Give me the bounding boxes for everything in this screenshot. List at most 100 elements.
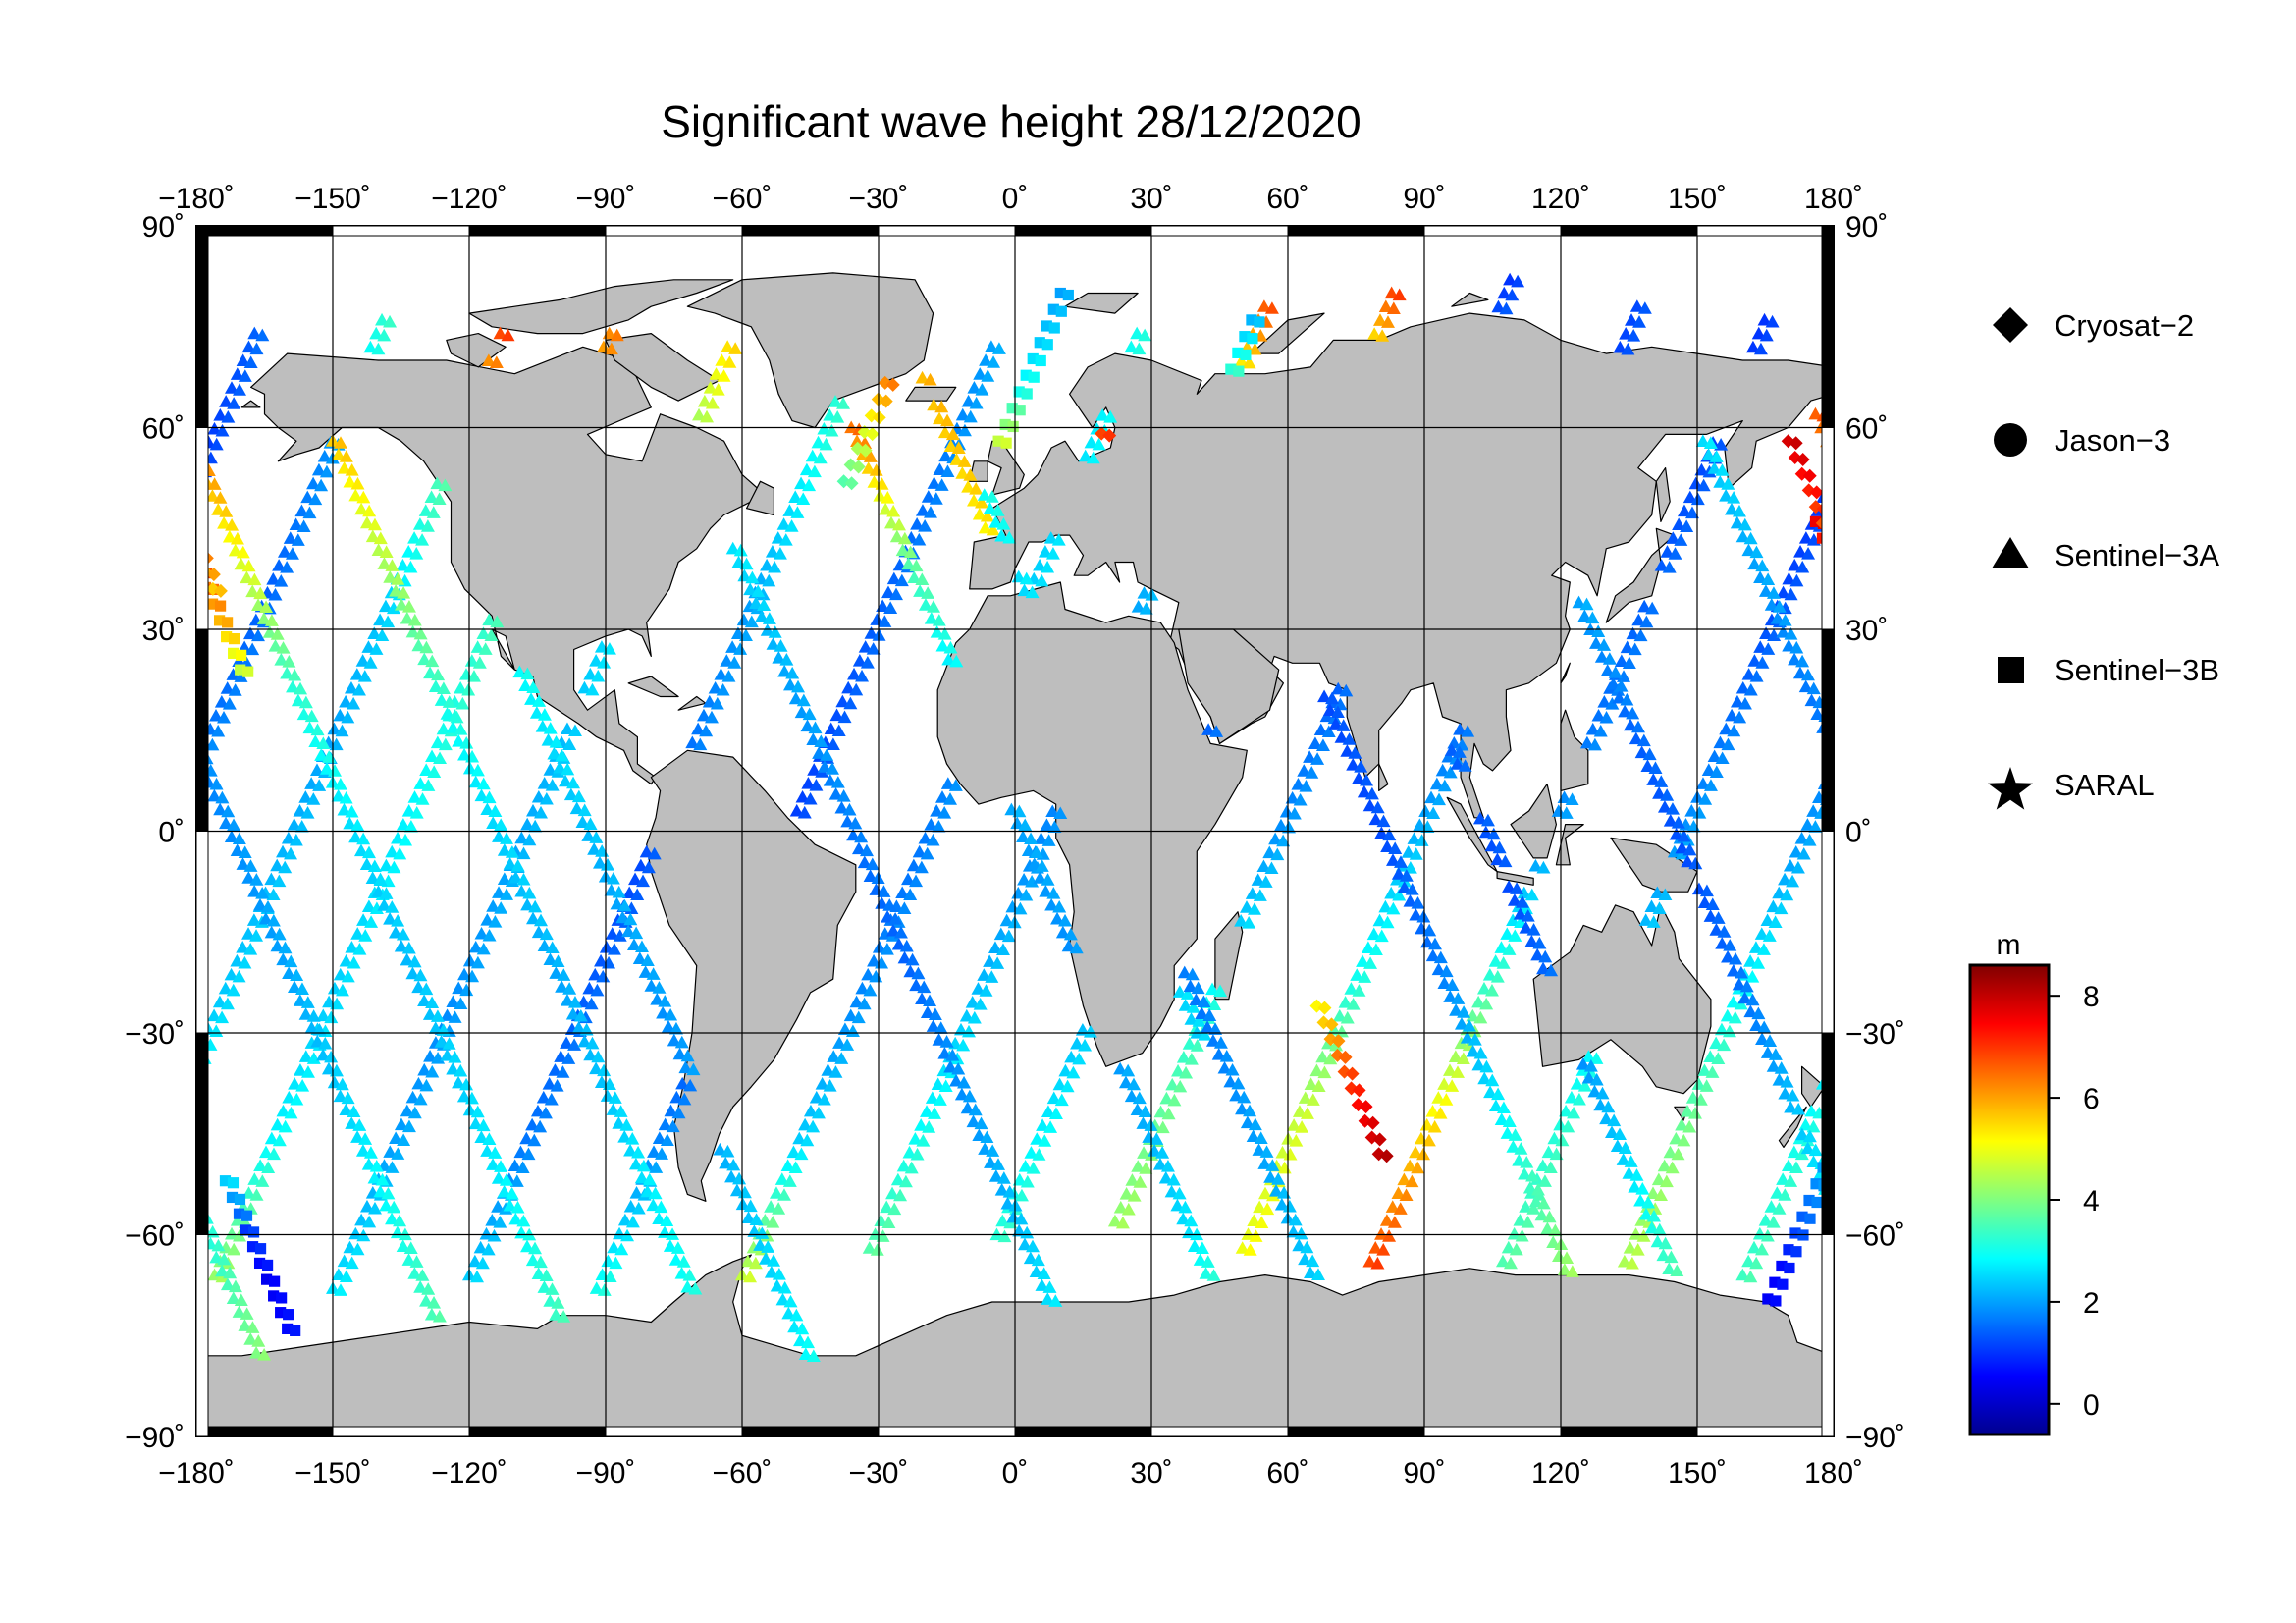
land-arabia-fill xyxy=(1178,628,1280,745)
track-point xyxy=(1570,1077,1584,1090)
track-point xyxy=(566,776,581,789)
track-point xyxy=(270,858,285,872)
track-point xyxy=(1613,340,1628,353)
track-point xyxy=(617,1130,632,1143)
track-point xyxy=(1308,736,1322,749)
track-point xyxy=(249,929,264,942)
track-point xyxy=(510,859,525,872)
track-point xyxy=(1449,751,1464,765)
track-point xyxy=(774,1172,789,1185)
latitude-label: −60˚ xyxy=(125,1220,185,1253)
track-point xyxy=(1739,979,1754,993)
track-point xyxy=(1715,937,1730,949)
track-point xyxy=(1425,1105,1440,1117)
track-point xyxy=(937,425,952,439)
latitude-labels-right: 90˚60˚30˚0˚−30˚−60˚−90˚ xyxy=(1845,211,1905,1454)
track-point xyxy=(1352,771,1366,784)
track-point xyxy=(1692,806,1707,819)
track-point xyxy=(232,969,246,983)
track-point xyxy=(1753,342,1768,355)
track-point xyxy=(915,992,930,1005)
legend-label-sentinel-3b: Sentinel−3B xyxy=(2055,653,2219,687)
legend-item-sentinel-3b: Sentinel−3B xyxy=(1998,653,2219,687)
track-point xyxy=(1701,763,1716,776)
track-point xyxy=(243,355,258,368)
track-point xyxy=(537,939,552,952)
track-point xyxy=(1038,1134,1052,1147)
track-point xyxy=(1800,1141,1815,1155)
track-point xyxy=(1690,492,1705,506)
track-point xyxy=(999,418,1011,431)
track-point xyxy=(347,955,361,969)
track-point xyxy=(610,328,624,342)
track-point xyxy=(937,1047,952,1059)
track-point xyxy=(531,925,546,939)
track-point xyxy=(379,545,394,558)
track-point xyxy=(399,833,413,846)
track-point xyxy=(288,1077,302,1090)
track-point xyxy=(543,952,558,965)
track-point xyxy=(1248,1117,1262,1131)
track-point xyxy=(940,413,955,427)
track-point xyxy=(1018,818,1033,832)
track-point xyxy=(1300,1107,1314,1119)
frame-bar-bottom xyxy=(605,1426,743,1437)
track-point xyxy=(583,1048,598,1061)
track-point xyxy=(1770,1295,1782,1307)
track-point xyxy=(664,1007,678,1021)
track-point xyxy=(779,652,794,666)
track-point xyxy=(438,478,453,492)
track-point xyxy=(264,872,279,886)
frame-bar-bottom xyxy=(195,1426,334,1437)
track-point xyxy=(294,819,309,833)
track-point xyxy=(1461,725,1475,737)
track-point xyxy=(561,1052,576,1064)
track-point xyxy=(1380,315,1395,328)
track-point xyxy=(324,1050,339,1063)
track-point xyxy=(1788,558,1802,571)
colorbar-tick-label: 2 xyxy=(2083,1287,2100,1320)
track-point xyxy=(764,1200,778,1213)
track-point xyxy=(940,464,955,477)
track-point xyxy=(1432,792,1447,806)
track-point xyxy=(1795,452,1810,466)
track-point xyxy=(799,462,814,476)
track-point xyxy=(1488,1099,1503,1112)
track-point xyxy=(736,613,751,626)
track-point xyxy=(1502,1114,1517,1127)
track-point xyxy=(739,557,754,570)
track-point xyxy=(562,737,577,750)
track-point xyxy=(1629,1227,1643,1240)
track-point xyxy=(1506,913,1521,927)
track-point xyxy=(289,517,303,530)
track-point xyxy=(1685,1091,1700,1104)
track-point xyxy=(971,982,986,995)
graticule xyxy=(196,226,1834,1436)
track-point xyxy=(1614,654,1629,667)
track-point xyxy=(1778,1188,1792,1201)
frame-bar-top xyxy=(332,225,470,237)
track-point xyxy=(235,664,246,676)
track-point xyxy=(1665,1161,1680,1174)
track-point xyxy=(1792,666,1807,679)
legend-label-cryosat: Cryosat−2 xyxy=(2055,308,2194,343)
track-point xyxy=(1768,915,1783,929)
track-point xyxy=(1549,1147,1564,1161)
track-point xyxy=(1027,857,1041,870)
track-point xyxy=(1707,461,1722,474)
legend-item-sentinel-3a: Sentinel−3A xyxy=(1992,537,2219,572)
track-point xyxy=(1195,1006,1209,1019)
track-point xyxy=(604,883,618,896)
track-point xyxy=(1691,1077,1706,1090)
track-point xyxy=(249,873,264,886)
track-point xyxy=(1375,329,1390,342)
track-point xyxy=(207,1268,222,1281)
track-point xyxy=(533,1255,548,1269)
track-point xyxy=(391,1147,405,1160)
frame-bar-top xyxy=(741,225,880,237)
track-point xyxy=(851,841,866,855)
track-point xyxy=(240,1210,253,1221)
track-point xyxy=(396,558,410,571)
track-point xyxy=(1749,670,1764,682)
track-point xyxy=(700,409,715,423)
